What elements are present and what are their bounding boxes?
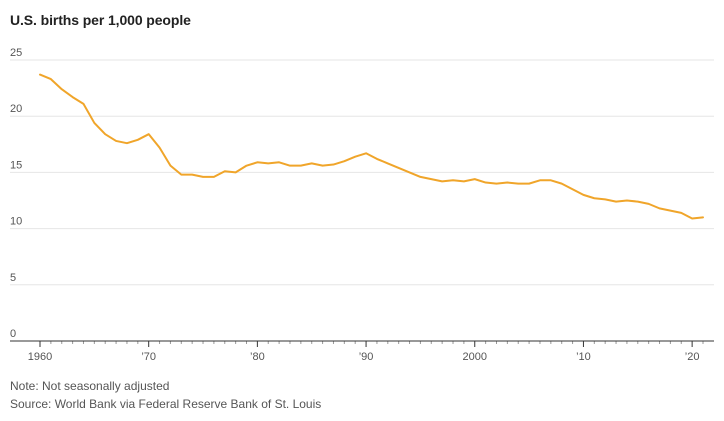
y-tick-label: 25 <box>10 47 22 59</box>
x-tick-label: ’70 <box>141 351 156 363</box>
y-tick-label: 10 <box>10 216 22 228</box>
chart-title: U.S. births per 1,000 people <box>10 12 191 28</box>
y-axis-ticks: 0 5 10 15 20 25 <box>10 47 22 340</box>
y-tick-label: 5 <box>10 272 16 284</box>
x-tick-label: ’90 <box>359 351 374 363</box>
x-tick-label: ’80 <box>250 351 265 363</box>
grid-lines <box>10 59 714 286</box>
y-tick-label: 0 <box>10 328 16 340</box>
y-tick-label: 20 <box>10 103 22 115</box>
series-line-births <box>39 73 704 220</box>
x-tick-label: ’20 <box>685 351 700 363</box>
x-axis-ticks: 1960 ’70 ’80 ’90 2000 ’10 ’20 <box>28 341 704 363</box>
footer-note: Note: Not seasonally adjusted <box>10 379 170 393</box>
y-tick-label: 15 <box>10 159 22 171</box>
x-tick-label: 2000 <box>463 351 487 363</box>
x-tick-label: 1960 <box>28 351 52 363</box>
footer-source: Source: World Bank via Federal Reserve B… <box>10 397 322 411</box>
x-tick-label: ’10 <box>576 351 591 363</box>
